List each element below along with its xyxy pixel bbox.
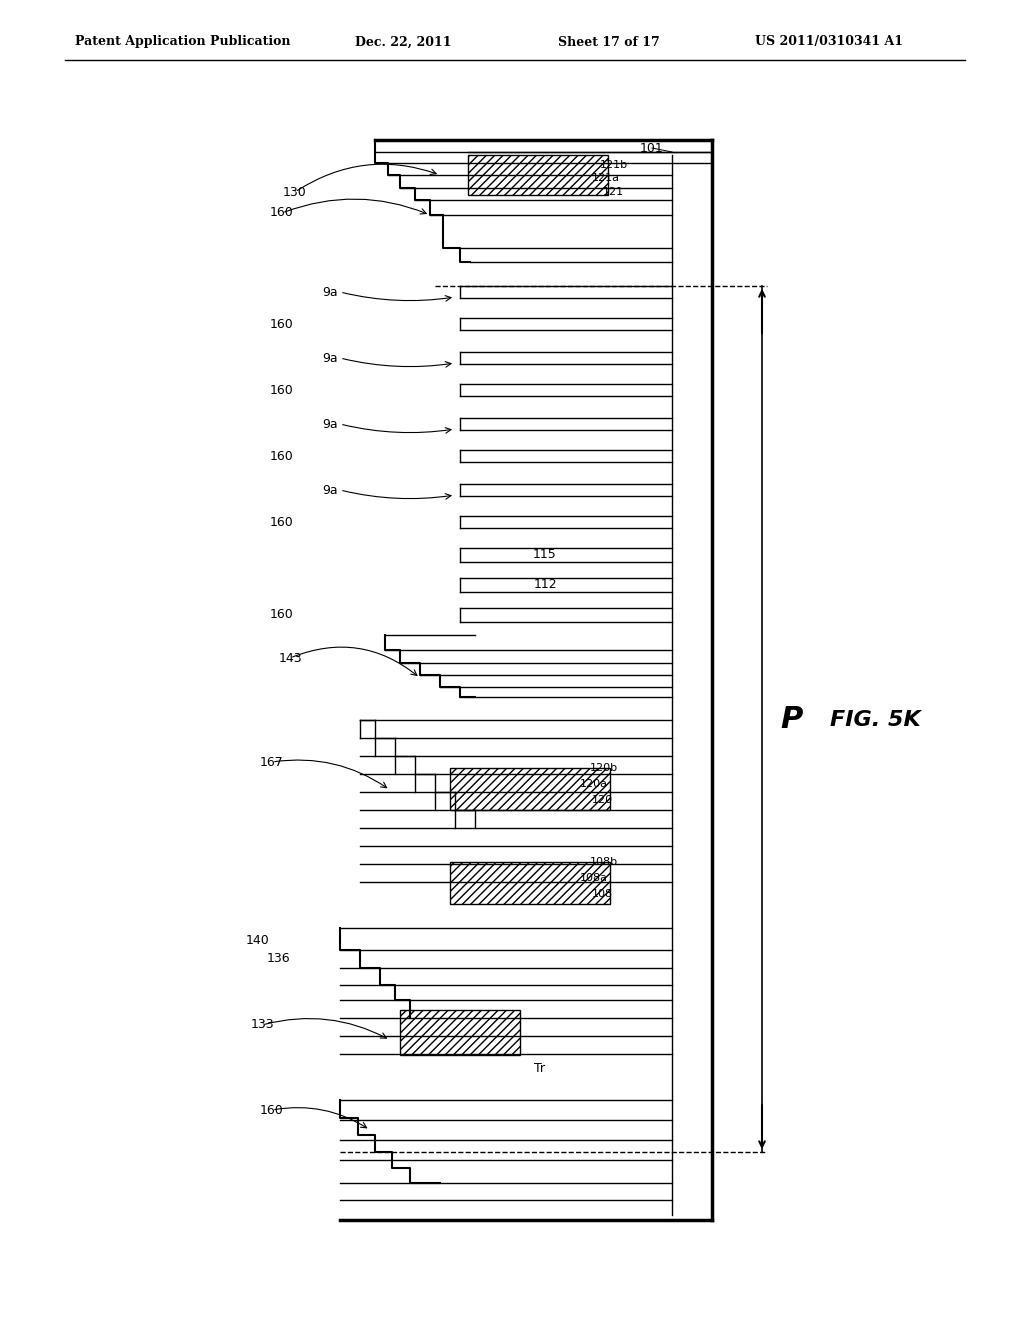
Text: 143: 143 — [279, 652, 302, 664]
Text: 140: 140 — [246, 933, 270, 946]
Text: 9a: 9a — [323, 417, 338, 430]
Bar — [450, 768, 610, 810]
Text: 9a: 9a — [323, 351, 338, 364]
Text: 133: 133 — [250, 1019, 273, 1031]
Text: 120: 120 — [592, 795, 613, 805]
Text: 120a: 120a — [580, 779, 608, 789]
Text: 121: 121 — [603, 187, 624, 197]
Text: Dec. 22, 2011: Dec. 22, 2011 — [355, 36, 452, 49]
Bar — [450, 862, 610, 904]
Text: 160: 160 — [260, 1104, 284, 1117]
Text: FIG. 5K: FIG. 5K — [830, 710, 921, 730]
Text: 160: 160 — [270, 206, 294, 219]
Text: 101: 101 — [640, 141, 664, 154]
Text: P: P — [780, 705, 803, 734]
Text: 160: 160 — [270, 450, 294, 462]
Text: 160: 160 — [270, 516, 294, 528]
Text: 9a: 9a — [323, 483, 338, 496]
Text: 115: 115 — [534, 549, 557, 561]
Text: 136: 136 — [266, 952, 290, 965]
Text: Patent Application Publication: Patent Application Publication — [75, 36, 291, 49]
Text: 120b: 120b — [590, 763, 618, 774]
Bar — [468, 154, 608, 195]
Text: 108b: 108b — [590, 857, 618, 867]
Text: 121b: 121b — [600, 160, 628, 170]
Text: 160: 160 — [270, 609, 294, 622]
Text: 108a: 108a — [580, 873, 608, 883]
Text: Sheet 17 of 17: Sheet 17 of 17 — [558, 36, 659, 49]
Text: 108: 108 — [592, 888, 613, 899]
Text: 160: 160 — [270, 384, 294, 396]
Text: 112: 112 — [534, 578, 557, 591]
Bar — [400, 1010, 520, 1055]
Text: 130: 130 — [283, 186, 307, 198]
Text: Tr: Tr — [535, 1061, 546, 1074]
Text: US 2011/0310341 A1: US 2011/0310341 A1 — [755, 36, 903, 49]
Text: 167: 167 — [260, 755, 284, 768]
Text: 160: 160 — [270, 318, 294, 330]
Text: 9a: 9a — [323, 285, 338, 298]
Text: 121a: 121a — [592, 173, 620, 183]
